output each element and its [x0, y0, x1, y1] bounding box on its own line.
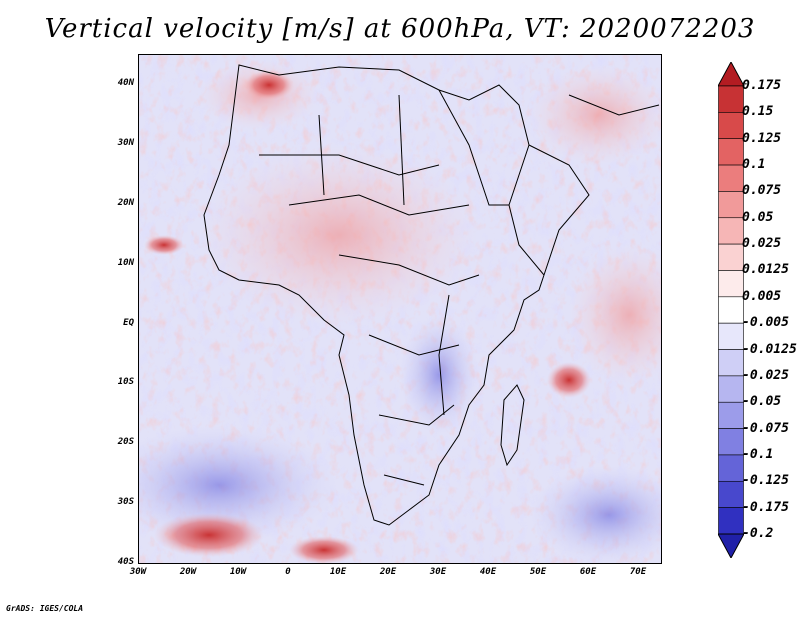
lon-tick-label: 20E: [379, 567, 397, 577]
colorbar-segment: [718, 85, 744, 113]
lat-tick-label: 40S: [117, 557, 134, 567]
colorbar-segment: [718, 164, 744, 192]
lat-tick-label: 10S: [117, 377, 134, 388]
lon-tick-label: 0: [285, 567, 291, 577]
lon-tick-label: 60E: [579, 567, 597, 577]
lat-tick-label: 30S: [117, 497, 134, 508]
colorbar-tick-label: 0.05: [742, 209, 774, 225]
lat-tick-label: 40N: [117, 78, 134, 88]
colorbar-tick-label: -0.125: [742, 473, 789, 489]
colorbar-bottom-arrow: [718, 533, 744, 558]
lon-tick-label: 50E: [529, 567, 547, 577]
lon-tick-label: 30W: [129, 567, 147, 577]
lon-tick-label: 70E: [629, 567, 647, 577]
colorbar-tick-label: 0.025: [742, 236, 782, 252]
colorbar-segment: [718, 480, 744, 508]
colorbar-tick-label: -0.1: [742, 446, 774, 462]
lon-tick-label: 40E: [479, 567, 497, 577]
lat-tick-label: EQ: [123, 317, 134, 328]
colorbar-tick-label: 0.0125: [742, 262, 789, 278]
colorbar-tick-label: -0.2: [742, 526, 774, 541]
colorbar-top-arrow: [718, 62, 744, 87]
colorbar-tick-label: 0.1: [742, 157, 766, 173]
colorbar-tick-label: -0.05: [742, 394, 782, 410]
colorbar-segment: [718, 243, 744, 271]
lat-tick-label: 10N: [117, 257, 134, 268]
colorbar-tick-label: -0.0125: [742, 341, 797, 357]
colorbar: [718, 62, 744, 558]
colorbar-tick-label: 0.075: [742, 183, 782, 199]
colorbar-tick-label: 0.125: [742, 130, 782, 146]
lon-tick-label: 10E: [329, 567, 347, 577]
colorbar-segment: [718, 507, 744, 535]
colorbar-segment: [718, 296, 744, 324]
colorbar-segment: [718, 217, 744, 245]
colorbar-segment: [718, 112, 744, 140]
lat-tick-label: 30N: [117, 137, 134, 148]
footer-credit: GrADS: IGES/COLA: [6, 604, 84, 613]
colorbar-tick-label: 0.175: [742, 78, 782, 93]
coastlines: [203, 64, 660, 526]
lon-tick-label: 30E: [429, 567, 447, 577]
colorbar-tick-label: -0.175: [742, 499, 789, 515]
lon-tick-label: 10W: [229, 567, 247, 577]
colorbar-segment: [718, 454, 744, 482]
colorbar-segment: [718, 401, 744, 429]
lat-tick-label: 20S: [117, 437, 134, 448]
map-panel: [138, 54, 662, 564]
colorbar-segment: [718, 428, 744, 456]
colorbar-segment: [718, 322, 744, 350]
colorbar-tick-label: -0.025: [742, 367, 789, 383]
colorbar-tick-label: 0.15: [742, 104, 774, 120]
colorbar-segment: [718, 138, 744, 166]
colorbar-tick-label: -0.075: [742, 420, 789, 436]
lat-tick-label: 20N: [117, 197, 134, 208]
colorbar-segment: [718, 270, 744, 298]
map-field: [139, 55, 661, 563]
colorbar-tick-label: 0.005: [742, 288, 782, 304]
colorbar-segment: [718, 375, 744, 403]
chart-title: Vertical velocity [m/s] at 600hPa, VT: 2…: [44, 14, 756, 44]
colorbar-segment: [718, 349, 744, 377]
colorbar-segment: [718, 191, 744, 219]
colorbar-tick-label: -0.005: [742, 315, 789, 331]
lon-tick-label: 20W: [179, 567, 197, 577]
